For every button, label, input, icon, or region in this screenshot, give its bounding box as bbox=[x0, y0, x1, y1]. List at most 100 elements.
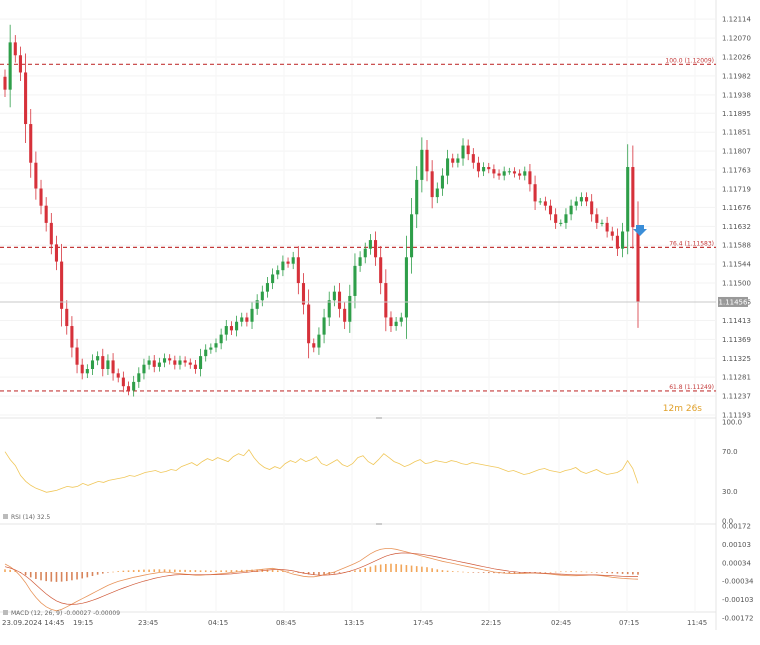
macd-histogram-bar bbox=[616, 572, 619, 574]
macd-histogram-bar bbox=[611, 572, 614, 574]
candle-body bbox=[574, 201, 578, 206]
candle-body bbox=[595, 214, 599, 223]
macd-histogram-bar bbox=[60, 572, 63, 582]
macd-histogram-bar bbox=[266, 569, 269, 572]
macd-histogram-bar bbox=[50, 572, 53, 582]
macd-histogram-bar bbox=[354, 570, 356, 572]
candle-body bbox=[219, 334, 223, 344]
indicator-settings-icon[interactable] bbox=[3, 514, 8, 519]
macd-histogram-bar bbox=[127, 570, 130, 572]
arrow-down-icon[interactable] bbox=[633, 225, 647, 236]
candle-body bbox=[29, 124, 33, 163]
pane-resize-handle[interactable] bbox=[376, 417, 382, 419]
candle-body bbox=[245, 317, 249, 322]
candle-body bbox=[523, 171, 527, 176]
macd-histogram-bar bbox=[513, 572, 516, 574]
macd-histogram-bar bbox=[374, 565, 377, 572]
price-tick-label: 1.12026 bbox=[722, 53, 751, 61]
macd-histogram-bar bbox=[385, 563, 387, 572]
candle-body bbox=[348, 295, 352, 322]
macd-tick-label: 0.00034 bbox=[722, 559, 751, 567]
candle-body bbox=[209, 347, 213, 350]
candle-body bbox=[363, 248, 367, 258]
price-tick-label: 1.11237 bbox=[722, 393, 751, 401]
macd-histogram-bar bbox=[482, 572, 485, 573]
macd-histogram-bar bbox=[369, 566, 372, 572]
macd-tick-label: 0.00103 bbox=[722, 541, 751, 549]
macd-histogram-bar bbox=[55, 572, 58, 582]
macd-histogram-bar bbox=[158, 569, 161, 572]
candle-body bbox=[584, 197, 589, 202]
macd-histogram-bar bbox=[606, 572, 608, 574]
candle-body bbox=[379, 257, 383, 284]
candle-body bbox=[548, 205, 553, 215]
time-tick-label: 23:45 bbox=[138, 619, 158, 627]
macd-histogram-bar bbox=[323, 572, 325, 575]
fibonacci-levels[interactable]: 100.0 (1.12009) 76.4 (1.11583) 61.8 (1.112… bbox=[0, 57, 716, 392]
candle-body bbox=[384, 283, 388, 318]
macd-histogram-bar bbox=[431, 568, 433, 572]
macd-histogram-bar bbox=[333, 572, 336, 574]
macd-histogram-bar bbox=[9, 569, 11, 572]
candle-body bbox=[271, 274, 275, 284]
price-tick-label: 1.11588 bbox=[722, 242, 751, 250]
macd-histogram-bar bbox=[271, 569, 274, 572]
macd-histogram-bar bbox=[312, 572, 315, 575]
candle-body bbox=[229, 326, 233, 331]
macd-histogram-bar bbox=[318, 572, 320, 576]
fib-level-label: 61.8 (1.11249) bbox=[669, 384, 714, 391]
price-tick-label: 1.11544 bbox=[722, 261, 751, 269]
macd-histogram-bar bbox=[184, 569, 186, 572]
macd-histogram-bar bbox=[101, 572, 104, 574]
time-tick-label: 11:45 bbox=[687, 619, 707, 627]
macd-histogram-bar bbox=[508, 572, 511, 574]
indicator-settings-icon[interactable] bbox=[3, 610, 8, 615]
macd-histogram-bar bbox=[210, 570, 212, 572]
macd-histogram-bar bbox=[29, 572, 32, 578]
candle-body bbox=[121, 377, 125, 387]
candle-body bbox=[13, 42, 17, 56]
macd-histogram-bar bbox=[96, 572, 99, 575]
price-tick-label: 1.12070 bbox=[722, 35, 751, 43]
pane-resize-handle[interactable] bbox=[376, 523, 382, 525]
candle-body bbox=[44, 205, 48, 223]
candle-body bbox=[188, 362, 192, 365]
candle-body bbox=[590, 201, 594, 215]
candle-body bbox=[451, 158, 455, 163]
macd-histogram-bar bbox=[24, 572, 27, 576]
macd-histogram-bar bbox=[86, 572, 89, 578]
macd-histogram-bar bbox=[554, 571, 557, 573]
candle-body bbox=[147, 360, 151, 365]
candle-body bbox=[569, 205, 573, 215]
macd-histogram-bar bbox=[107, 572, 109, 573]
candle-body bbox=[296, 257, 300, 284]
candle-body bbox=[173, 360, 177, 365]
macd-histogram-bar bbox=[292, 572, 294, 573]
macd-histogram-bar bbox=[122, 570, 125, 572]
candle-body bbox=[106, 360, 110, 370]
candle-body bbox=[482, 167, 486, 172]
fib-level-label: 76.4 (1.11583) bbox=[669, 240, 714, 247]
time-axis: 23.09.2024 14:45 19:15 23:45 04:15 08:45 13:1… bbox=[2, 619, 707, 627]
price-tick-label: 1.11632 bbox=[722, 223, 751, 231]
candle-body bbox=[80, 364, 84, 374]
macd-histogram-bar bbox=[71, 572, 73, 581]
macd-histogram-bar bbox=[451, 571, 454, 572]
macd-histogram-bar bbox=[596, 572, 598, 573]
macd-histogram-bar bbox=[148, 569, 150, 572]
candle-body bbox=[404, 257, 408, 318]
macd-histogram-bar bbox=[174, 569, 176, 572]
macd-histogram-bar bbox=[45, 572, 47, 582]
candle-body bbox=[281, 261, 285, 271]
time-tick-label: 07:15 bbox=[619, 619, 639, 627]
price-tick-label: 1.11676 bbox=[722, 204, 751, 212]
macd-histogram-bar bbox=[35, 572, 37, 579]
rsi-axis: 100.0 70.0 30.0 0.0 bbox=[722, 419, 742, 526]
candle-body bbox=[101, 356, 105, 370]
price-tick-label: 1.11895 bbox=[722, 110, 751, 118]
candle-body bbox=[183, 360, 187, 363]
candle-body bbox=[24, 72, 28, 125]
candle-body bbox=[512, 171, 517, 174]
